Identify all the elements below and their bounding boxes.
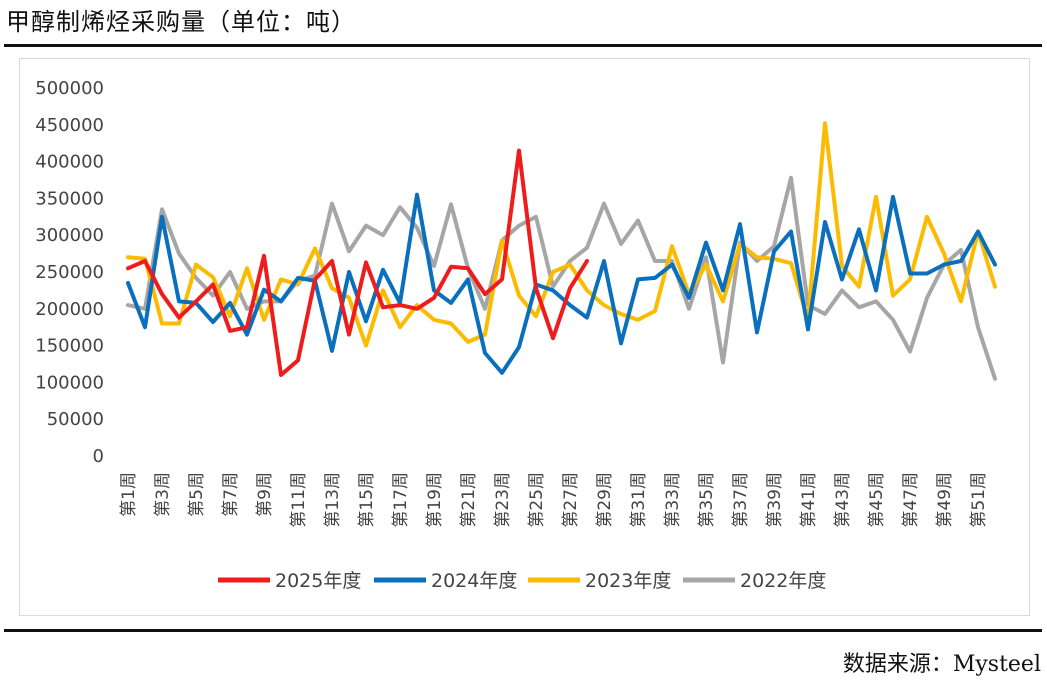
y-tick-label: 350000 bbox=[35, 188, 104, 209]
x-tick-label: 第15周 bbox=[357, 472, 377, 528]
y-tick-label: 200000 bbox=[35, 299, 104, 320]
chart-title: 甲醇制烯烃采购量（单位：吨） bbox=[6, 8, 356, 36]
x-tick-label: 第37周 bbox=[731, 472, 751, 528]
x-tick-label: 第41周 bbox=[799, 472, 819, 528]
legend-label: 2023年度 bbox=[585, 570, 671, 592]
x-tick-label: 第39周 bbox=[765, 472, 785, 528]
legend-label: 2022年度 bbox=[740, 570, 826, 592]
legend: 2025年度 2024年度 2023年度 2022年度 bbox=[218, 570, 826, 592]
x-tick-label: 第13周 bbox=[323, 472, 343, 528]
x-tick-label: 第23周 bbox=[493, 472, 513, 528]
bottom-rule bbox=[4, 629, 1042, 632]
series-line-2023年度 bbox=[126, 121, 997, 348]
x-tick-label: 第19周 bbox=[425, 472, 445, 528]
y-tick-label: 500000 bbox=[35, 78, 104, 99]
x-tick-label: 第31周 bbox=[629, 472, 649, 528]
chart-frame bbox=[19, 58, 1030, 616]
x-tick-label: 第49周 bbox=[935, 472, 955, 528]
x-tick-label: 第51周 bbox=[969, 472, 989, 528]
y-tick-label: 50000 bbox=[47, 409, 104, 430]
x-tick-label: 第21周 bbox=[459, 472, 479, 528]
x-tick-label: 第1周 bbox=[119, 472, 139, 517]
x-tick-label: 第43周 bbox=[833, 472, 853, 528]
y-tick-label: 150000 bbox=[35, 336, 104, 357]
x-tick-label: 第25周 bbox=[527, 472, 547, 528]
x-tick-label: 第5周 bbox=[187, 472, 207, 517]
x-axis: 第1周 第3周 第5周 第7周 第9周 第11周 第13周 第15周 第17周 第19周 第21周第… bbox=[119, 472, 989, 528]
y-tick-label: 0 bbox=[93, 446, 104, 467]
top-rule bbox=[4, 44, 1042, 47]
x-tick-label: 第7周 bbox=[221, 472, 241, 517]
series-line-2024年度 bbox=[126, 192, 997, 375]
legend-label: 2024年度 bbox=[431, 570, 517, 592]
x-tick-label: 第45周 bbox=[867, 472, 887, 528]
x-tick-label: 第33周 bbox=[663, 472, 683, 528]
y-tick-label: 250000 bbox=[35, 262, 104, 283]
x-tick-label: 第17周 bbox=[391, 472, 411, 528]
x-tick-label: 第11周 bbox=[289, 472, 309, 528]
series-lines bbox=[126, 121, 997, 381]
x-tick-label: 第9周 bbox=[255, 472, 275, 517]
x-tick-label: 第27周 bbox=[561, 472, 581, 528]
source-note: 数据来源：Mysteel bbox=[842, 652, 1041, 677]
legend-label: 2025年度 bbox=[275, 570, 361, 592]
y-tick-label: 100000 bbox=[35, 372, 104, 393]
x-tick-label: 第29周 bbox=[595, 472, 615, 528]
x-tick-label: 第3周 bbox=[153, 472, 173, 517]
y-tick-label: 400000 bbox=[35, 152, 104, 173]
series-line-2025年度 bbox=[126, 148, 589, 377]
y-tick-label: 300000 bbox=[35, 225, 104, 246]
y-axis: 0 50000 100000 150000 200000 250000 300000 3500… bbox=[35, 78, 104, 467]
x-tick-label: 第47周 bbox=[901, 472, 921, 528]
y-tick-label: 450000 bbox=[35, 115, 104, 136]
x-tick-label: 第35周 bbox=[697, 472, 717, 528]
